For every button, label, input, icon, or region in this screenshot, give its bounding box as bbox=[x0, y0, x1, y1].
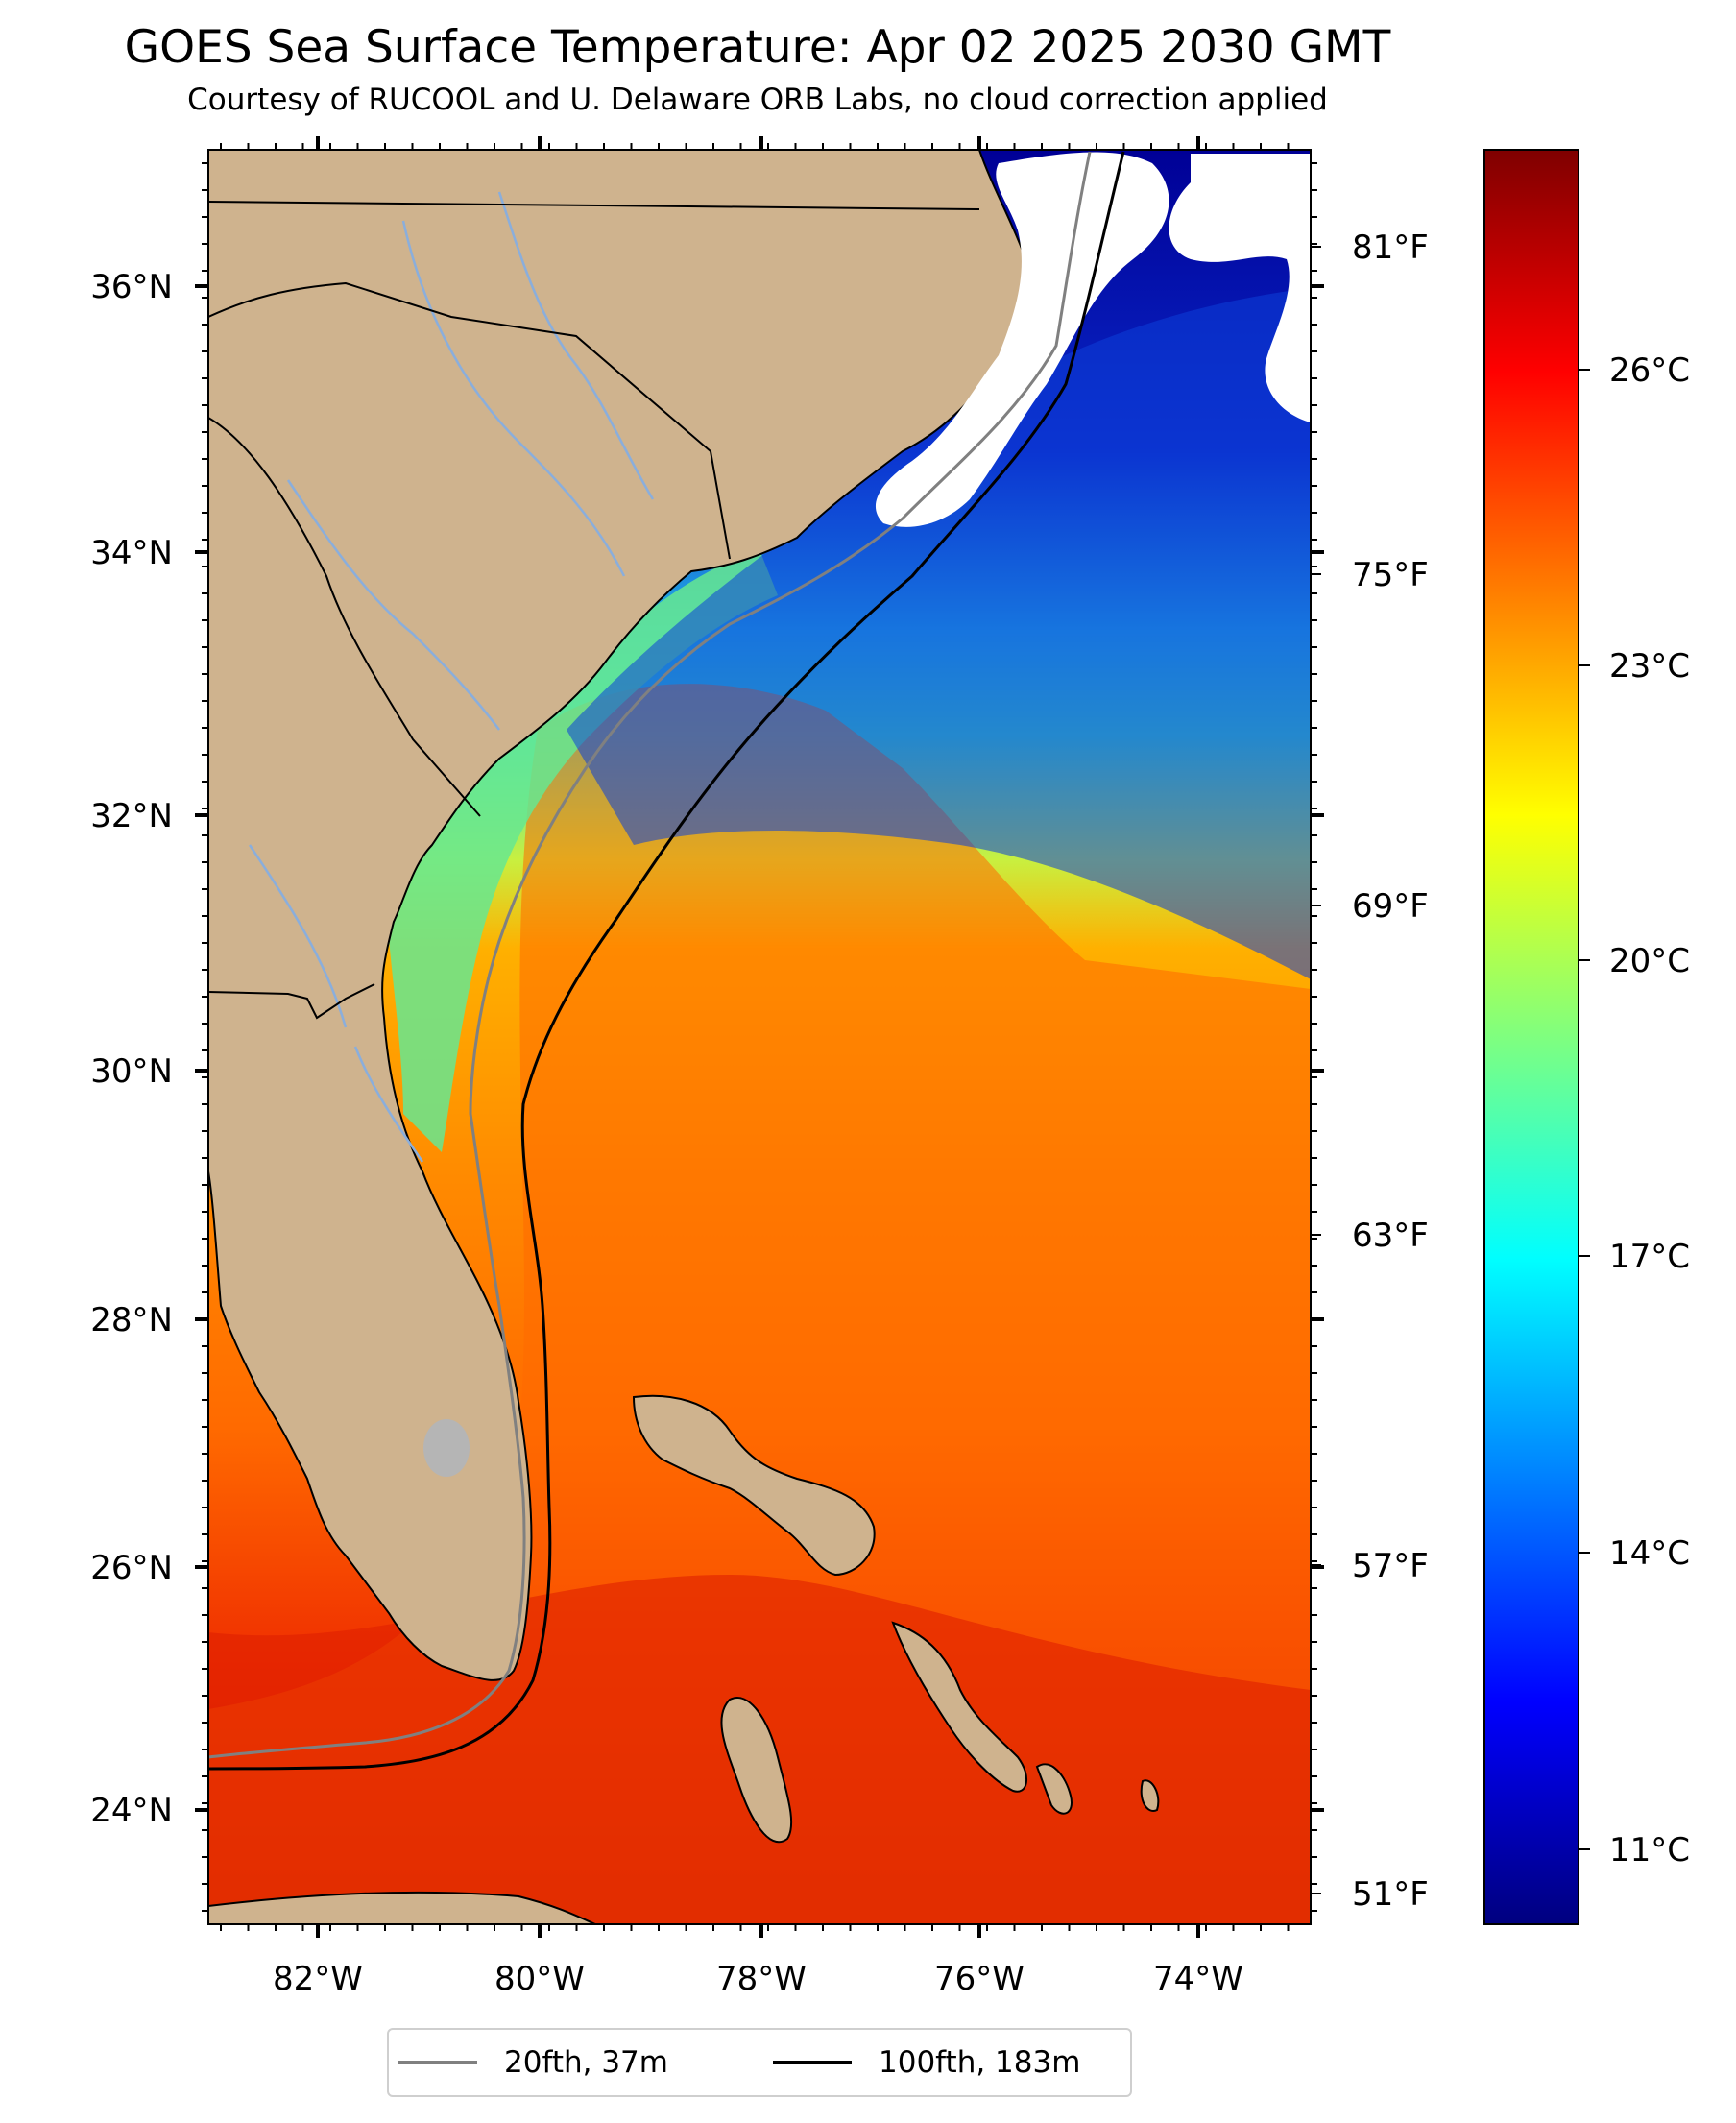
bahamas-eleuthera bbox=[891, 1621, 1027, 1793]
isobath-20fth bbox=[208, 151, 1092, 1759]
lat-tick-label: 28°N bbox=[90, 1301, 173, 1339]
lat-tick-label: 30°N bbox=[90, 1052, 173, 1091]
chart-title: GOES Sea Surface Temperature: Apr 02 202… bbox=[124, 21, 1391, 74]
isobath-legend: 20fth, 37m 100fth, 183m bbox=[387, 2028, 1132, 2097]
longitude-ticks: 82°W 80°W 78°W 76°W 74°W bbox=[220, 136, 1290, 1998]
colorbar-tick-label: 20°C bbox=[1609, 942, 1690, 980]
fahrenheit-ticks: 81°F 75°F 69°F 63°F 57°F 51°F bbox=[1311, 229, 1429, 1914]
lat-tick-label: 24°N bbox=[90, 1792, 173, 1830]
isobath-100fth bbox=[208, 151, 1125, 1771]
cuba-land bbox=[208, 1891, 596, 1924]
colorbar-ticks: 26°C 23°C 20°C 17°C 14°C 11°C bbox=[1579, 351, 1690, 1870]
colorbar bbox=[1483, 149, 1579, 1925]
chart-subtitle: Courtesy of RUCOOL and U. Delaware ORB L… bbox=[187, 83, 1328, 117]
f-tick-label: 69°F bbox=[1352, 887, 1429, 926]
lat-tick-label: 32°N bbox=[90, 797, 173, 835]
rivers bbox=[248, 191, 655, 1163]
state-borders bbox=[208, 201, 980, 1020]
f-tick-label: 75°F bbox=[1352, 556, 1429, 594]
lat-tick-label: 26°N bbox=[90, 1549, 173, 1587]
f-tick-label: 81°F bbox=[1352, 229, 1429, 267]
legend-label-100fth: 100fth, 183m bbox=[879, 2045, 1081, 2080]
map-area bbox=[208, 150, 1311, 1924]
bahamas-andros bbox=[720, 1697, 793, 1844]
f-tick-label: 57°F bbox=[1352, 1547, 1429, 1585]
colorbar-tick-label: 26°C bbox=[1609, 351, 1690, 390]
colorbar-tick-label: 23°C bbox=[1609, 647, 1690, 686]
bahamas-eastern-islands bbox=[1035, 1763, 1160, 1815]
cloud-patch-outer-banks bbox=[875, 152, 1169, 527]
colorbar-tick-label: 17°C bbox=[1609, 1238, 1690, 1276]
us-southeast-land bbox=[208, 150, 1037, 1681]
cloud-patch-offshore bbox=[1169, 154, 1311, 422]
colorbar-tick-label: 11°C bbox=[1609, 1831, 1690, 1870]
lon-tick-label: 76°W bbox=[934, 1960, 1025, 1998]
f-tick-label: 51°F bbox=[1352, 1875, 1429, 1914]
legend-label-20fth: 20fth, 37m bbox=[504, 2045, 668, 2080]
lon-tick-label: 78°W bbox=[716, 1960, 807, 1998]
lat-tick-label: 36°N bbox=[90, 268, 173, 306]
lon-tick-label: 80°W bbox=[494, 1960, 585, 1998]
bahamas-grand-bahama bbox=[632, 1394, 876, 1577]
lon-tick-label: 82°W bbox=[273, 1960, 363, 1998]
legend-line-20fth bbox=[398, 2061, 477, 2064]
legend-item-20fth: 20fth, 37m bbox=[398, 2030, 668, 2095]
lon-tick-label: 74°W bbox=[1153, 1960, 1243, 1998]
legend-line-100fth bbox=[773, 2061, 852, 2064]
north-cold-water bbox=[567, 288, 1311, 979]
lake-okeechobee bbox=[423, 1419, 470, 1477]
legend-item-100fth: 100fth, 183m bbox=[773, 2030, 1080, 2095]
latitude-ticks: 36°N 34°N 32°N 30°N 28°N 26°N 24°N bbox=[90, 162, 1324, 1912]
f-tick-label: 63°F bbox=[1352, 1217, 1429, 1255]
lat-tick-label: 34°N bbox=[90, 534, 173, 572]
colorbar-tick-label: 14°C bbox=[1609, 1534, 1690, 1573]
